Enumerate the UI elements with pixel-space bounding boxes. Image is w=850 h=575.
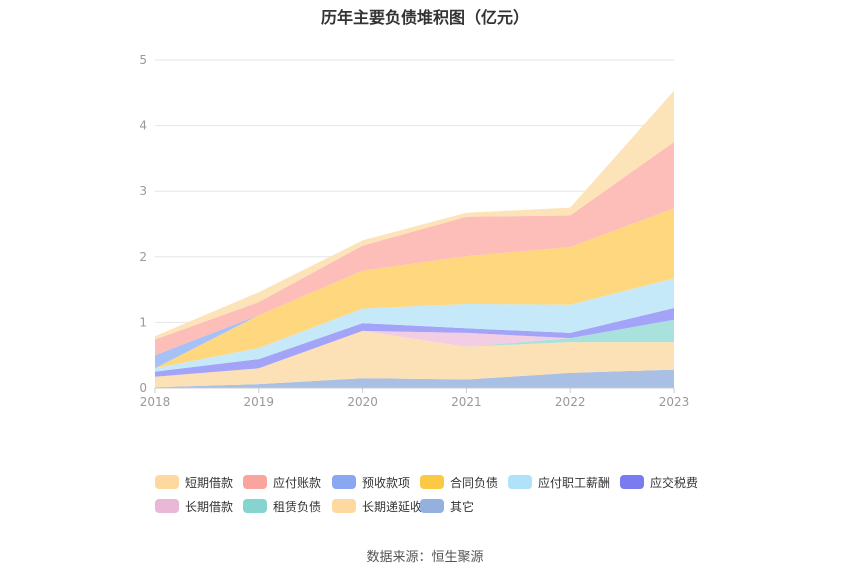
area-应付账款 (155, 142, 674, 356)
axes: 0 1 2 3 4 5 2018 2019 2020 2021 2022 2023 (139, 53, 689, 409)
x-tick-label: 2022 (555, 395, 586, 409)
area-合同负债 (155, 208, 674, 369)
legend-label: 应付账款 (273, 475, 322, 490)
legend-label: 其它 (450, 499, 475, 514)
legend-label: 长期递延收益 (362, 499, 435, 514)
legend-item[interactable]: 应付职工薪酬 (508, 474, 610, 490)
x-tick-label: 2020 (347, 395, 378, 409)
legend-label: 长期借款 (185, 499, 234, 514)
x-tick-label: 2018 (140, 395, 171, 409)
y-tick-label: 3 (139, 184, 147, 198)
y-tick-label: 1 (139, 315, 147, 329)
legend-label: 应付职工薪酬 (538, 475, 611, 490)
legend-swatch (420, 475, 444, 489)
y-tick-label: 2 (139, 250, 147, 264)
legend-swatch (332, 499, 356, 513)
legend-swatch (620, 475, 644, 489)
chart-title: 历年主要负债堆积图（亿元） (320, 8, 529, 27)
legend-label: 合同负债 (450, 475, 499, 490)
legend-swatch (508, 475, 532, 489)
y-tick-label: 0 (139, 381, 147, 395)
legend-label: 租赁负债 (273, 499, 322, 514)
x-tick-label: 2023 (659, 395, 690, 409)
area-应交税费 (155, 308, 674, 377)
legend-swatch (420, 499, 444, 513)
area-长期递延收益 (155, 330, 674, 388)
legend-item[interactable]: 应交税费 (620, 474, 698, 490)
y-tick-label: 5 (139, 53, 147, 67)
legend-swatch (155, 499, 179, 513)
legend-item[interactable]: 长期递延收益 (332, 498, 434, 514)
area-其它 (155, 369, 674, 388)
x-tick-label: 2021 (451, 395, 482, 409)
area-应付职工薪酬 (155, 278, 674, 372)
legend-label: 应交税费 (650, 475, 699, 490)
area-短期借款 (155, 90, 674, 340)
legend-item[interactable]: 预收款项 (332, 474, 410, 490)
legend-item[interactable]: 长期借款 (155, 498, 233, 514)
legend-item[interactable]: 短期借款 (155, 474, 233, 490)
y-tick-label: 4 (139, 119, 147, 133)
legend-item[interactable]: 应付账款 (243, 474, 321, 490)
legend-swatch (243, 475, 267, 489)
legend-item[interactable]: 合同负债 (420, 474, 498, 490)
legend-swatch (243, 499, 267, 513)
legend-item[interactable]: 租赁负债 (243, 498, 321, 514)
legend-item[interactable]: 其它 (420, 498, 474, 514)
legend-swatch (332, 475, 356, 489)
area-series (155, 90, 674, 388)
legend-label: 预收款项 (362, 475, 411, 490)
data-source: 数据来源：恒生聚源 (366, 550, 484, 565)
x-tick-label: 2019 (244, 395, 275, 409)
legend-swatch (155, 475, 179, 489)
legend-label: 短期借款 (185, 475, 234, 490)
